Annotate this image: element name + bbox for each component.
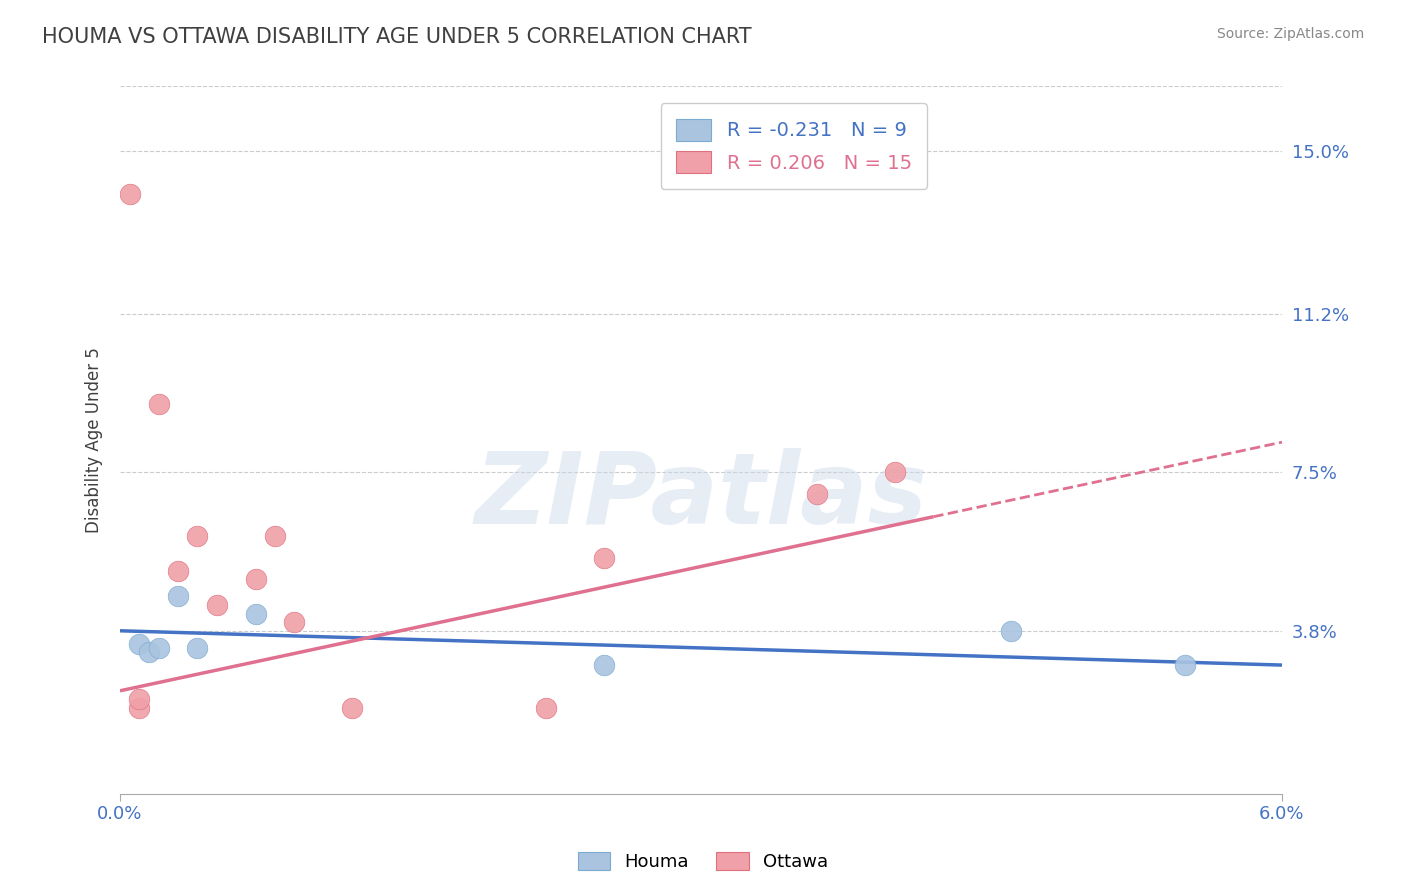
Y-axis label: Disability Age Under 5: Disability Age Under 5 xyxy=(86,347,103,533)
Point xyxy=(186,640,208,655)
Point xyxy=(245,572,267,586)
Point xyxy=(205,598,228,612)
Point xyxy=(806,486,828,500)
Point xyxy=(118,186,141,201)
Point xyxy=(1174,658,1197,673)
Point xyxy=(593,658,616,673)
Text: HOUMA VS OTTAWA DISABILITY AGE UNDER 5 CORRELATION CHART: HOUMA VS OTTAWA DISABILITY AGE UNDER 5 C… xyxy=(42,27,752,46)
Point xyxy=(167,564,190,578)
Point xyxy=(148,396,170,410)
Point xyxy=(593,550,616,565)
Point xyxy=(186,529,208,543)
Text: ZIPatlas: ZIPatlas xyxy=(474,448,928,545)
Point xyxy=(245,607,267,621)
Point xyxy=(283,615,305,630)
Legend: Houma, Ottawa: Houma, Ottawa xyxy=(571,845,835,879)
Point xyxy=(534,701,557,715)
Text: Source: ZipAtlas.com: Source: ZipAtlas.com xyxy=(1216,27,1364,41)
Legend: R = -0.231   N = 9, R = 0.206   N = 15: R = -0.231 N = 9, R = 0.206 N = 15 xyxy=(661,103,928,189)
Point xyxy=(138,645,160,659)
Point xyxy=(128,637,150,651)
Point xyxy=(167,590,190,604)
Point xyxy=(128,701,150,715)
Point xyxy=(148,640,170,655)
Point xyxy=(883,465,905,479)
Point xyxy=(264,529,287,543)
Point xyxy=(342,701,364,715)
Point xyxy=(128,692,150,706)
Point xyxy=(1000,624,1022,638)
